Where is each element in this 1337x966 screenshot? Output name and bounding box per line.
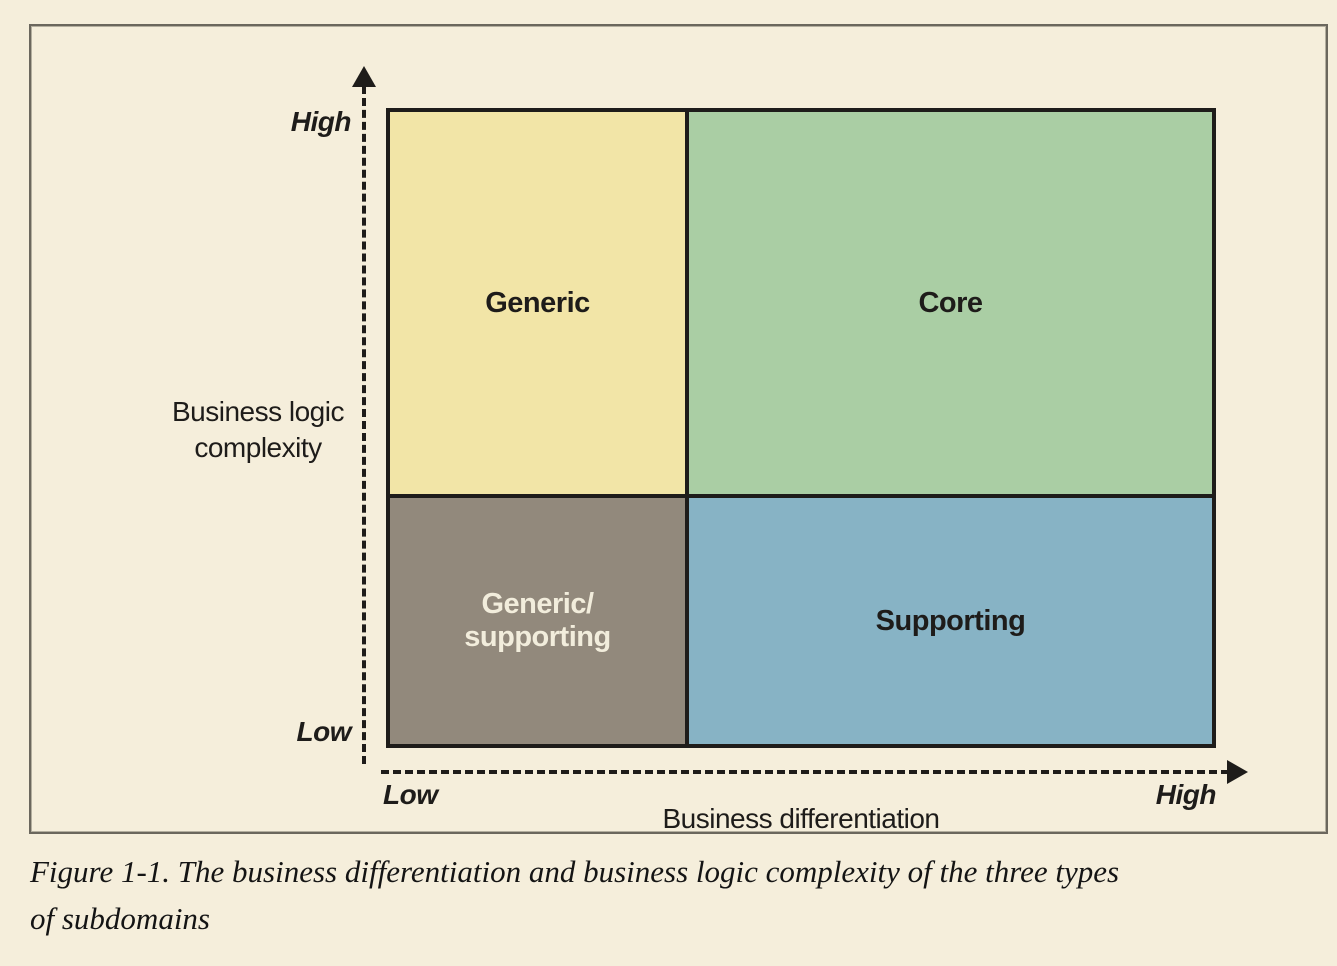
y-axis-arrow-up-icon [352,66,376,87]
quadrant-generic-label: Generic [485,286,590,319]
quadrant-generic-supporting: Generic/ supporting [390,498,685,744]
quadrant-generic-supporting-label-line1: Generic/ [481,588,594,620]
x-axis-low-label: Low [383,779,438,810]
quadrant-supporting-label: Supporting [875,604,1026,637]
figure-caption-line2: of subdomains [30,901,210,936]
figure-caption: Figure 1-1. The business differentiation… [30,848,1310,942]
quadrant-generic: Generic [390,112,685,494]
x-axis-arrow-right-icon [1227,760,1248,784]
quadrant-core: Core [689,112,1212,494]
horizontal-divider-right [689,494,1212,498]
y-axis-low-label: Low [296,716,352,747]
figure-caption-line1: Figure 1-1. The business differentiation… [30,854,1120,889]
quadrant-generic-supporting-label-line2: supporting [464,621,611,653]
x-axis-title: Business differentiation [662,803,941,834]
horizontal-divider-left [390,494,685,498]
x-axis-high-label: High [1155,779,1217,810]
quadrant-core-label: Core [918,286,983,319]
y-axis-title: Business logic complexity [117,394,399,466]
x-axis-dashed-line [381,770,1229,774]
y-axis-dashed-line [362,86,366,764]
figure-frame: High Low Business logic complexity Low H… [29,24,1328,834]
quadrant-grid: Generic Core Generic/ supporting Support… [386,108,1216,748]
y-axis-high-label: High [290,106,352,137]
vertical-divider-bottom [685,498,689,744]
y-axis-title-line2: complexity [194,432,322,463]
vertical-divider-top [685,112,689,494]
divider-center [685,494,689,498]
y-axis-title-line1: Business logic [172,396,344,427]
quadrant-supporting: Supporting [689,498,1212,744]
